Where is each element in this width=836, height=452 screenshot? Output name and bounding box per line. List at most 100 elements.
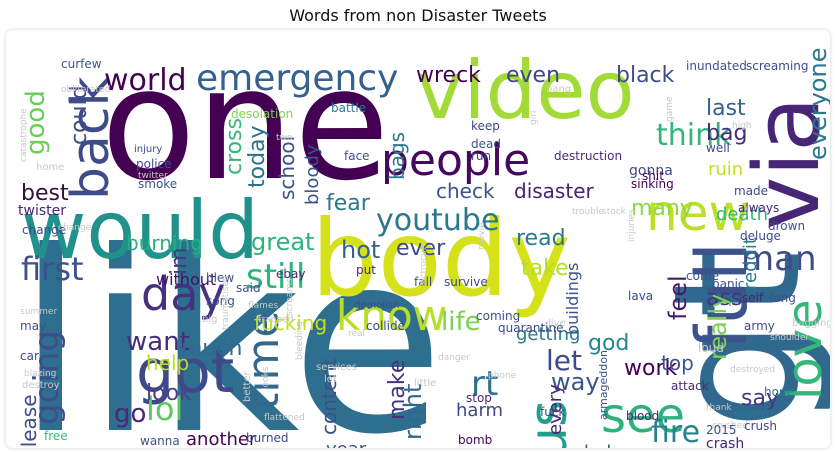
word-life: life [441, 307, 481, 337]
word-many: many [631, 196, 693, 221]
word-electrocute: electrocute [419, 241, 429, 292]
word-smoke: smoke [138, 177, 177, 191]
word-collide: collide [366, 319, 405, 333]
word-really: really [704, 294, 732, 360]
word-new: new [646, 184, 749, 242]
word-fuck: fuck [540, 405, 565, 419]
word-bag: bag [706, 121, 747, 146]
word-free: free [44, 429, 68, 443]
word-real: real [348, 329, 365, 339]
word-coming: coming [476, 309, 520, 323]
word-year: year [326, 439, 367, 448]
word-buildings: buildings [563, 263, 582, 335]
word-change: change [22, 223, 66, 237]
word-looks: looks [261, 366, 271, 390]
word-back: back [61, 76, 121, 200]
word-getting: getting [516, 324, 580, 345]
word-fucking: fucking [254, 311, 327, 335]
word-love: love [777, 299, 830, 400]
word-see: see [601, 388, 685, 444]
word-fear: fear [326, 191, 371, 216]
word-even: even [506, 63, 560, 88]
word-lol: lol [146, 390, 183, 428]
word-demolish: demolish [354, 300, 399, 311]
word-keep: keep [471, 119, 500, 133]
word-could: could [67, 85, 92, 145]
word-bleeding: bleeding [295, 321, 305, 360]
word-face: face [344, 149, 370, 163]
word-bomb: bomb [458, 433, 492, 447]
word-top: top [661, 351, 694, 375]
word-survive: survive [444, 275, 488, 289]
word-im: im [167, 247, 192, 275]
word-youtube: youtube [376, 203, 499, 238]
word-car: car [20, 349, 39, 363]
word-without: without [156, 270, 216, 289]
word-bloody: bloody [302, 144, 323, 205]
word-high: high [732, 121, 752, 131]
word-crush: crush [744, 419, 777, 433]
word-great: great [251, 228, 314, 256]
word-feel: feel [664, 275, 692, 320]
word-destroyed: destroyed [730, 365, 775, 375]
word-want: want [126, 327, 190, 357]
word-much: much [181, 336, 242, 361]
word-attack: attack [671, 379, 709, 393]
word-bagging: bagging [792, 318, 830, 329]
word-way: way [551, 368, 600, 396]
word-better: better [242, 371, 253, 402]
word-trapped: trapped [258, 315, 293, 325]
word-let: let [546, 344, 582, 377]
chart-title: Words from non Disaster Tweets [289, 6, 547, 25]
word-stop: stop [466, 391, 492, 405]
word-wreck: wreck [416, 63, 481, 88]
word-stock: stock [602, 207, 627, 217]
word-wanna: wanna [140, 434, 180, 448]
word-last: last [706, 96, 746, 121]
word-blew: blew [206, 271, 234, 285]
word-flames: flames [248, 301, 278, 311]
word-know: know [336, 291, 447, 340]
word-run: run [471, 149, 491, 163]
word-crushed: crushed [712, 421, 748, 431]
word-blazing: blazing [24, 369, 56, 379]
word-always: always [738, 201, 779, 215]
word-please: please [17, 394, 41, 448]
word-go: go [114, 399, 146, 429]
word-army: army [744, 319, 775, 333]
word-look: look [146, 381, 192, 406]
word-inundated: inundated [686, 59, 747, 73]
word-screams: screams [285, 278, 295, 316]
word-man: man [741, 239, 817, 279]
word-self: self [742, 291, 764, 305]
word-come: come [686, 269, 719, 283]
word-lot: lot [324, 374, 337, 385]
word-work: work [624, 356, 677, 381]
word-long: long [770, 291, 796, 305]
word-gonna: gonna [629, 163, 673, 179]
word-flattened: flattened [264, 413, 305, 423]
word-loud: loud [698, 341, 724, 355]
word-school: school [275, 136, 299, 200]
word-bags: bags [385, 132, 409, 180]
word-screaming: screaming [746, 59, 809, 73]
wordcloud-frame: like one gt body video would via full got know bac… [6, 30, 830, 448]
word-say: say [741, 386, 779, 411]
word-everyone: everyone [804, 48, 830, 160]
word-destroy: destroy [22, 380, 60, 391]
word-fall: fall [414, 275, 432, 289]
word-battle: battle [331, 101, 366, 115]
word-catastrophe: catastrophe [19, 108, 29, 162]
word-shoulder: shoulder [770, 333, 809, 343]
word-emergency: emergency [196, 58, 398, 99]
word-take: take [521, 256, 569, 281]
word-world: world [104, 63, 187, 98]
word-another: another [186, 429, 257, 448]
word-phone: phone [488, 371, 517, 381]
word-full: full [681, 242, 763, 350]
word-ever: ever [396, 236, 446, 261]
word-hot: hot [341, 236, 380, 264]
word-burning: burning [126, 231, 203, 255]
word-armageddon: armageddon [597, 350, 610, 420]
